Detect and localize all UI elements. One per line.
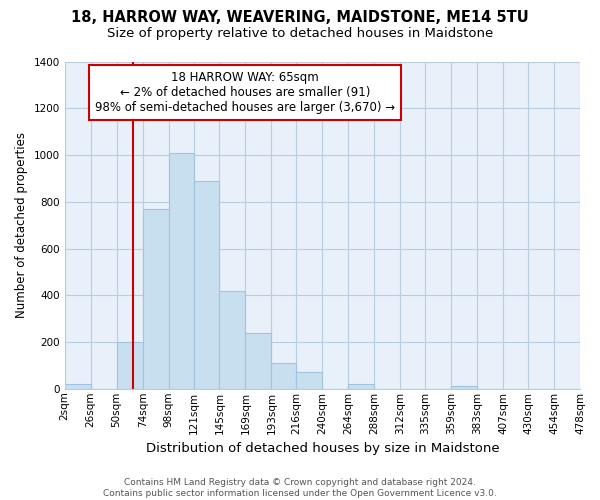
Y-axis label: Number of detached properties: Number of detached properties bbox=[15, 132, 28, 318]
Bar bbox=[271, 363, 296, 389]
X-axis label: Distribution of detached houses by size in Maidstone: Distribution of detached houses by size … bbox=[146, 442, 499, 455]
Bar bbox=[193, 180, 220, 389]
Bar bbox=[451, 386, 477, 389]
Bar bbox=[296, 372, 322, 389]
Text: Size of property relative to detached houses in Maidstone: Size of property relative to detached ho… bbox=[107, 28, 493, 40]
Bar bbox=[349, 384, 374, 389]
Bar bbox=[143, 209, 169, 389]
Bar bbox=[169, 152, 193, 389]
Text: 18, HARROW WAY, WEAVERING, MAIDSTONE, ME14 5TU: 18, HARROW WAY, WEAVERING, MAIDSTONE, ME… bbox=[71, 10, 529, 25]
Bar bbox=[220, 290, 245, 389]
Bar bbox=[116, 342, 143, 389]
Text: Contains HM Land Registry data © Crown copyright and database right 2024.
Contai: Contains HM Land Registry data © Crown c… bbox=[103, 478, 497, 498]
Bar bbox=[245, 332, 271, 389]
Text: 18 HARROW WAY: 65sqm
← 2% of detached houses are smaller (91)
98% of semi-detach: 18 HARROW WAY: 65sqm ← 2% of detached ho… bbox=[95, 72, 395, 114]
Bar bbox=[65, 384, 91, 389]
